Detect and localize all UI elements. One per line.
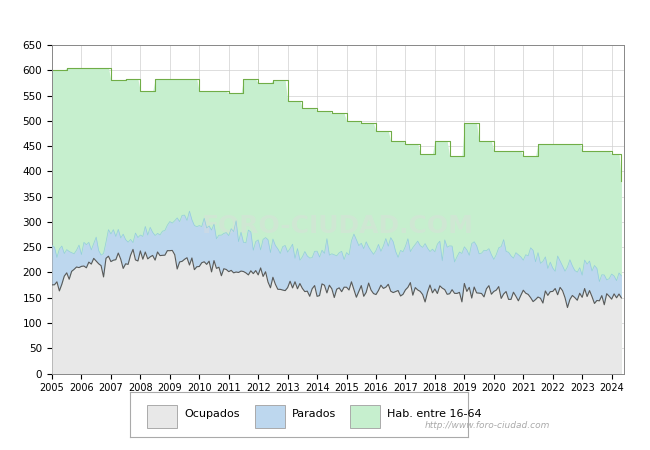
FancyBboxPatch shape [147, 405, 177, 428]
FancyBboxPatch shape [255, 405, 285, 428]
Text: Ocupados: Ocupados [184, 409, 240, 419]
Text: Los Hinojosos - Evolucion de la poblacion en edad de Trabajar Mayo de 2024: Los Hinojosos - Evolucion de la poblacio… [38, 10, 612, 23]
Text: Hab. entre 16-64: Hab. entre 16-64 [387, 409, 482, 419]
Text: http://www.foro-ciudad.com: http://www.foro-ciudad.com [425, 421, 550, 430]
Text: FORO-CIUDAD.COM: FORO-CIUDAD.COM [202, 214, 474, 238]
Text: Parados: Parados [292, 409, 337, 419]
FancyBboxPatch shape [350, 405, 380, 428]
